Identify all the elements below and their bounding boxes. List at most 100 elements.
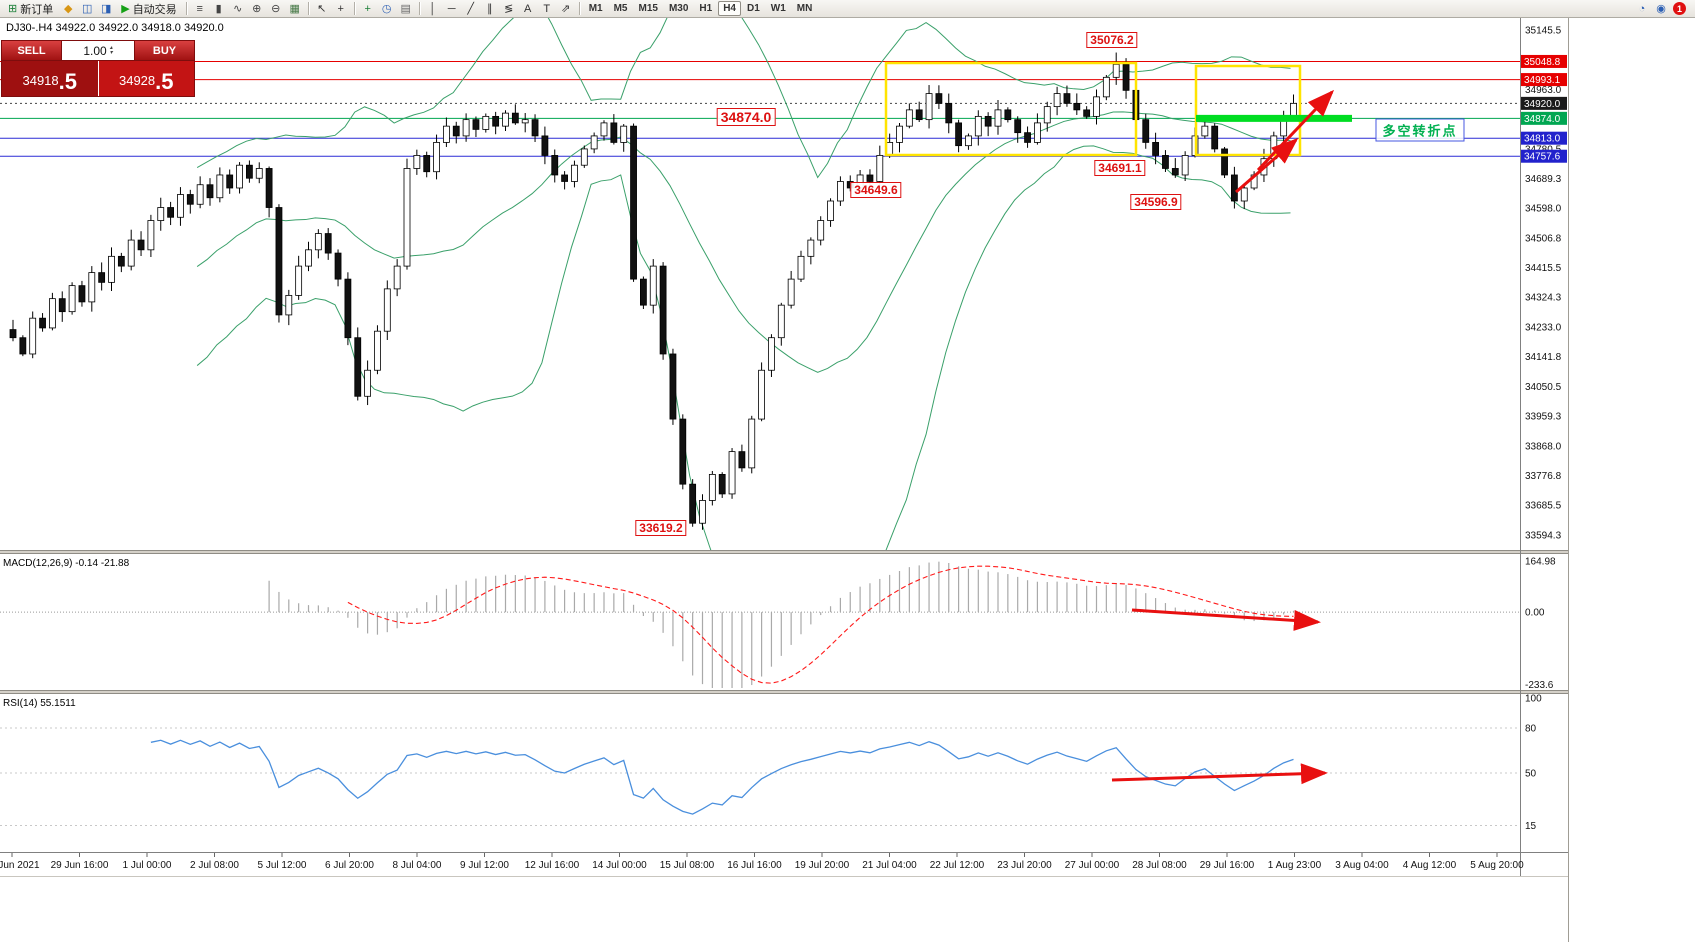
line-chart-icon[interactable]: ∿ — [233, 3, 243, 15]
autotrading-button[interactable]: ▶ 自动交易 — [116, 1, 181, 17]
svg-text:21 Jul 04:00: 21 Jul 04:00 — [862, 860, 917, 871]
svg-text:33776.8: 33776.8 — [1525, 471, 1562, 482]
macd-signal-line — [347, 565, 1294, 684]
tf-m15[interactable]: M15 — [638, 3, 658, 14]
rsi-line — [150, 739, 1294, 815]
macd-panel — [0, 561, 1520, 688]
candlestick-icon[interactable]: ▮ — [215, 3, 222, 15]
sell-button[interactable]: SELL — [2, 41, 62, 60]
macd-label: MACD(12,26,9) -0.14 -21.88 — [3, 558, 130, 569]
toolbar-separator — [578, 2, 580, 15]
market-watch-icon[interactable]: ◫ — [82, 3, 93, 15]
tf-h4[interactable]: H4 — [718, 1, 741, 16]
buy-price-main: 34928 — [118, 73, 156, 88]
panel-separator[interactable] — [0, 550, 1568, 554]
text-icon[interactable]: T — [543, 2, 551, 15]
tf-h1[interactable]: H1 — [699, 3, 713, 14]
svg-text:34920.0: 34920.0 — [1524, 99, 1561, 110]
indicators-icon[interactable]: + — [364, 2, 371, 15]
community-icon[interactable]: ◉ — [1656, 3, 1666, 15]
trend-arrow[interactable] — [1256, 89, 1335, 172]
navigator-icon[interactable]: ◨ — [101, 3, 112, 15]
svg-text:29 Jul 16:00: 29 Jul 16:00 — [1200, 860, 1255, 871]
zoom-out-icon[interactable]: ⊖ — [271, 3, 281, 15]
svg-text:5 Aug 20:00: 5 Aug 20:00 — [1470, 860, 1524, 871]
tf-d1[interactable]: D1 — [747, 3, 760, 14]
svg-text:5 Jul 12:00: 5 Jul 12:00 — [258, 860, 307, 871]
toolbar-button-label: 新订单 — [20, 3, 54, 16]
horizontal-line-icon[interactable]: ─ — [447, 2, 456, 15]
buy-price-frac: .5 — [155, 69, 174, 94]
notification-badge[interactable]: 1 — [1673, 2, 1686, 15]
svg-text:6 Jul 20:00: 6 Jul 20:00 — [325, 860, 374, 871]
svg-text:34415.5: 34415.5 — [1525, 263, 1562, 274]
toolbar-button-label: 自动交易 — [132, 3, 177, 16]
tf-m30[interactable]: M30 — [668, 3, 689, 14]
main-price-panel — [0, 18, 1520, 550]
svg-text:14 Jul 00:00: 14 Jul 00:00 — [592, 860, 647, 871]
volume-spinner[interactable]: ▴ ▾ — [109, 44, 113, 56]
rsi-trend-arrow[interactable] — [1111, 763, 1328, 785]
panel-separator[interactable] — [0, 690, 1568, 694]
svg-text:33685.5: 33685.5 — [1525, 501, 1562, 512]
search-icon[interactable]: ◔ — [1638, 2, 1646, 15]
tf-w1[interactable]: W1 — [770, 3, 786, 14]
svg-text:35145.5: 35145.5 — [1525, 25, 1562, 36]
svg-text:29 Jun 16:00: 29 Jun 16:00 — [51, 860, 109, 871]
candles-layer — [9, 52, 1297, 530]
svg-text:34963.0: 34963.0 — [1525, 85, 1562, 96]
tf-mn[interactable]: MN — [796, 3, 813, 14]
svg-text:15: 15 — [1525, 821, 1537, 832]
svg-text:15 Jul 08:00: 15 Jul 08:00 — [660, 860, 715, 871]
buy-button[interactable]: BUY — [134, 41, 194, 60]
toolbar-separator — [418, 2, 420, 15]
svg-text:34324.3: 34324.3 — [1525, 293, 1562, 304]
yellow-range-box[interactable] — [884, 61, 1138, 157]
yellow-range-box[interactable] — [1194, 64, 1302, 157]
svg-text:22 Jul 12:00: 22 Jul 12:00 — [930, 860, 985, 871]
text-label-icon[interactable]: A — [524, 2, 532, 15]
zoom-in-icon[interactable]: ⊕ — [252, 3, 262, 15]
new-order-button[interactable]: ⊞ 新订单 — [3, 1, 58, 17]
drawing-objects-layer[interactable] — [884, 61, 1352, 194]
volume-value: 1.00 — [83, 43, 107, 58]
svg-text:34874.0: 34874.0 — [1524, 114, 1561, 125]
trend-arrow[interactable] — [1235, 138, 1299, 194]
chart-window: 35145.535054.334963.034871.834780.534689… — [0, 18, 1695, 942]
periods-icon[interactable]: ◷ — [381, 3, 392, 15]
grid-icon[interactable]: ▦ — [289, 3, 300, 15]
templates-icon[interactable]: ▤ — [400, 3, 411, 15]
svg-text:16 Jul 16:00: 16 Jul 16:00 — [727, 860, 782, 871]
volume-input[interactable]: 1.00 ▴ ▾ — [62, 41, 134, 60]
toolbar-separator — [353, 2, 355, 15]
svg-text:34506.8: 34506.8 — [1525, 233, 1562, 244]
buy-price[interactable]: 34928.5 — [98, 61, 194, 96]
fibonacci-icon[interactable]: ≶ — [504, 3, 514, 15]
channel-icon[interactable]: ∥ — [486, 3, 493, 15]
toolbar-separator — [185, 2, 187, 15]
bar-chart-icon[interactable]: ≡ — [196, 2, 203, 15]
vertical-line-icon[interactable]: │ — [429, 2, 437, 15]
arrows-icon[interactable]: ⇗ — [561, 3, 571, 15]
spinner-up-icon[interactable]: ▴ — [109, 44, 113, 51]
sell-price-frac: .5 — [58, 69, 77, 94]
tf-m1[interactable]: M1 — [588, 3, 603, 14]
sell-price[interactable]: 34918.5 — [2, 61, 99, 96]
cursor-icon[interactable]: ↖ — [317, 3, 327, 15]
svg-text:-233.6: -233.6 — [1525, 680, 1554, 691]
svg-text:33868.0: 33868.0 — [1525, 441, 1562, 452]
trendline-icon[interactable]: ╱ — [467, 3, 474, 15]
compass-icon[interactable]: ◆ — [63, 3, 73, 15]
price-axis[interactable]: 35145.535054.334963.034871.834780.534689… — [1520, 18, 1568, 876]
svg-text:35048.8: 35048.8 — [1524, 57, 1561, 68]
macd-trend-arrow[interactable] — [1131, 608, 1321, 631]
svg-text:27 Jul 00:00: 27 Jul 00:00 — [1065, 860, 1120, 871]
chart-canvas[interactable]: 35145.535054.334963.034871.834780.534689… — [0, 18, 1568, 942]
svg-text:34813.0: 34813.0 — [1524, 134, 1561, 145]
price-tag — [1521, 54, 1567, 68]
crosshair-icon[interactable]: + — [337, 2, 344, 15]
tf-m5[interactable]: M5 — [613, 3, 628, 14]
time-axis[interactable]: 24 Jun 2021 29 Jun 16:00 1 Jul 00:00 2 Jul … — [0, 852, 1568, 877]
spinner-down-icon[interactable]: ▾ — [109, 49, 113, 56]
price-tag — [1521, 96, 1567, 110]
